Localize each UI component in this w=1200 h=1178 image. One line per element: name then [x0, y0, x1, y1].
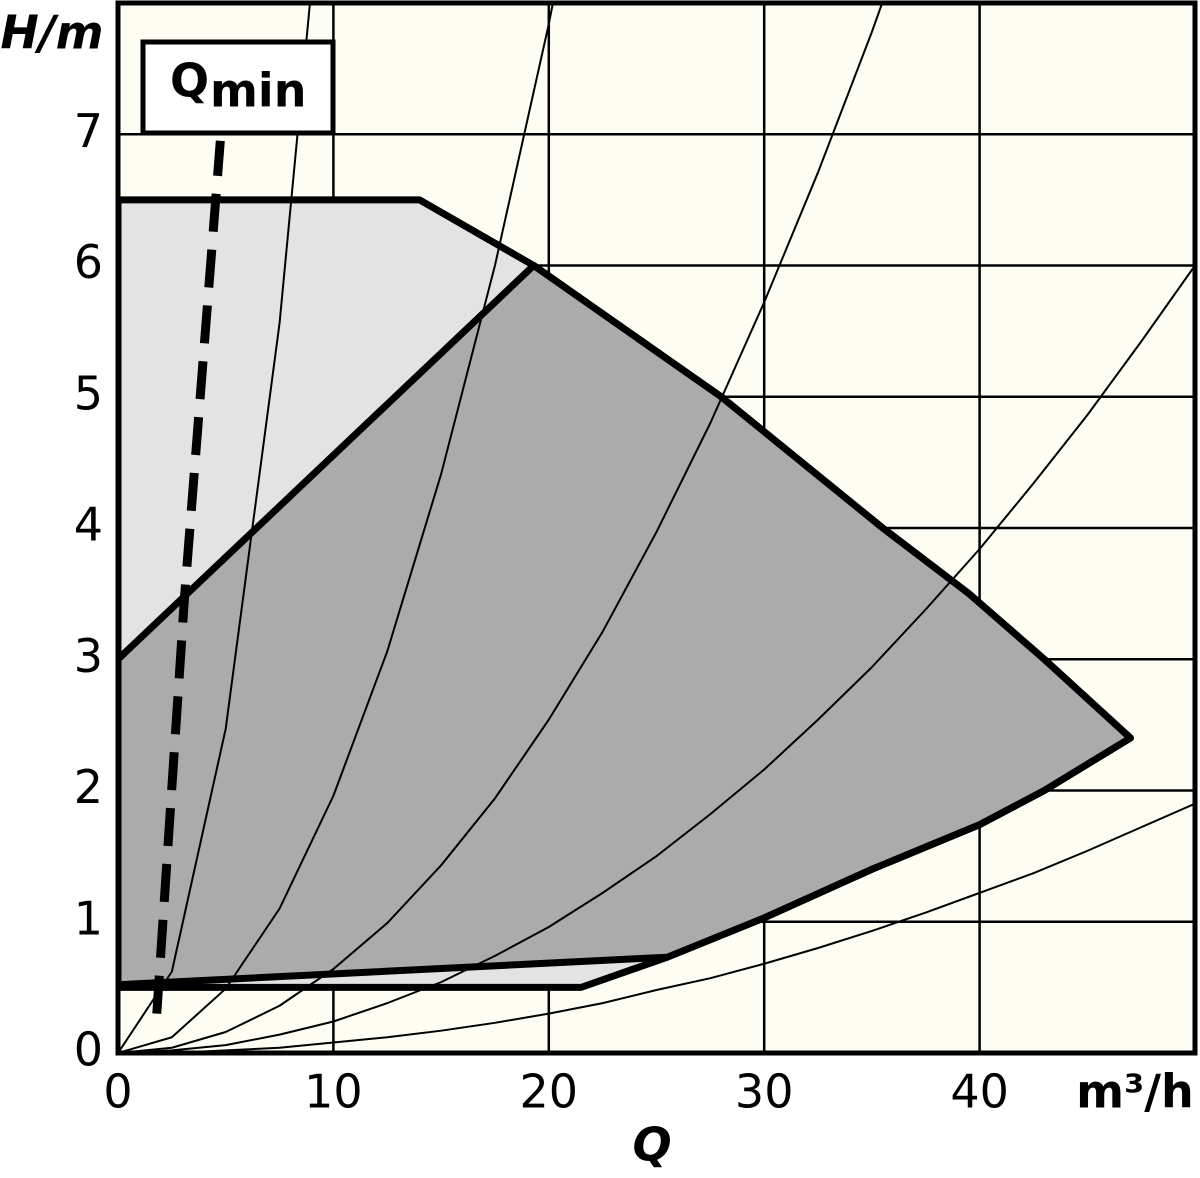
x-tick-label: 20: [520, 1065, 579, 1119]
y-tick-label: 6: [74, 235, 103, 289]
system-curve: [118, 802, 1195, 1053]
system-curve: [118, 3, 554, 1053]
x-axis-label: Q: [632, 1118, 671, 1172]
x-tick-label: 10: [304, 1065, 363, 1119]
qmin-label: Q: [170, 54, 209, 108]
x-tick-label: 0: [103, 1065, 132, 1119]
x-axis-unit: m³/h: [1076, 1065, 1194, 1119]
qmin-box: [140, 39, 336, 136]
operating-region: [118, 262, 1134, 989]
y-tick-label: 2: [74, 760, 103, 814]
x-tick-label: 40: [950, 1065, 1009, 1119]
y-tick-label: 3: [74, 629, 103, 683]
y-axis-label: H/m: [0, 6, 103, 60]
system-curve: [118, 3, 884, 1053]
x-tick-label: 30: [735, 1065, 794, 1119]
y-tick-label: 4: [74, 498, 103, 552]
qmin-line: [152, 140, 225, 1014]
y-tick-label: 0: [74, 1023, 103, 1077]
plot-frame: [115, 0, 1198, 1056]
y-tick-label: 1: [74, 891, 103, 945]
y-tick-label: 7: [74, 104, 103, 158]
qmin-subscript: min: [210, 64, 306, 118]
y-tick-label: 5: [74, 366, 103, 420]
system-curve: [118, 264, 1195, 1053]
